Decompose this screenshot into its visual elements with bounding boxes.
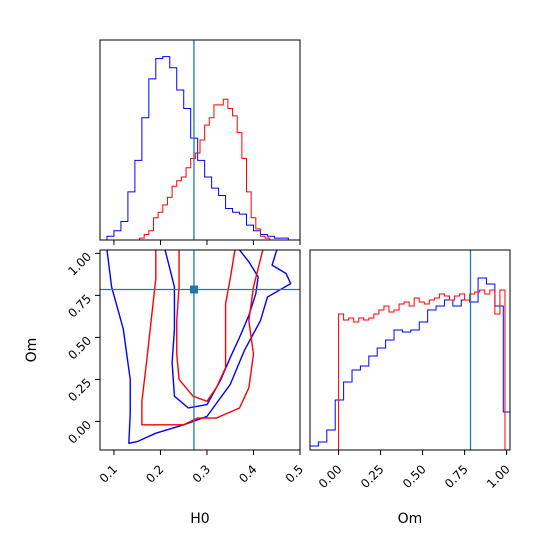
om-hist-series-0: [310, 277, 510, 450]
contour-1: [164, 250, 259, 409]
joint-x-tick-label-4: 0.5: [283, 462, 306, 485]
joint-x-axis-label: H0: [190, 511, 209, 527]
h0-marginal-panel: [99, 39, 301, 245]
joint-frame: [99, 249, 301, 451]
contour-2: [141, 250, 264, 426]
om-x-tick-label-3: 0.75: [442, 462, 471, 491]
joint-contours: [106, 250, 292, 444]
om-marginal-frame: [309, 249, 511, 451]
joint-y-ticks: 0.00 0.25 0.50 0.75 1.00: [65, 250, 100, 447]
h0-marginal-ticks: [113, 240, 301, 245]
joint-x-ticks: 0.1 0.2 0.3 0.4 0.5: [97, 450, 306, 486]
joint-y-axis-label: Om: [24, 338, 40, 363]
om-marginal-panel: 0.00 0.25 0.50 0.75 1.00 Om: [309, 249, 513, 527]
contour-0: [106, 250, 292, 444]
om-x-axis-label: Om: [398, 511, 423, 527]
joint-y-tick-label-4: 1.00: [65, 250, 94, 279]
joint-x-tick-label-3: 0.4: [236, 462, 259, 485]
joint-y-tick-label-3: 0.75: [65, 292, 94, 321]
om-hist-series-1: [338, 289, 507, 450]
joint-x-tick-label-2: 0.3: [190, 462, 213, 485]
om-x-ticks: 0.00 0.25 0.50 0.75 1.00: [316, 450, 513, 491]
om-x-tick-label-1: 0.25: [358, 462, 387, 491]
h0-hist-series-0: [100, 56, 296, 240]
h0-hist-series-1: [139, 98, 275, 240]
om-histograms: [310, 277, 510, 450]
h0-marginal-frame: [99, 39, 301, 241]
joint-y-tick-label-1: 0.25: [65, 376, 94, 405]
joint-y-tick-label-0: 0.00: [65, 418, 94, 447]
h0-histograms: [100, 56, 296, 240]
joint-y-tick-label-2: 0.50: [65, 334, 94, 363]
om-x-tick-label-4: 1.00: [484, 462, 513, 491]
joint-x-tick-label-0: 0.1: [97, 462, 120, 485]
joint-truth-marker: [189, 285, 198, 294]
contour-3: [176, 250, 236, 402]
om-x-tick-label-2: 0.50: [400, 462, 429, 491]
joint-x-tick-label-1: 0.2: [143, 462, 166, 485]
om-x-tick-label-0: 0.00: [316, 462, 345, 491]
joint-panel: 0.1 0.2 0.3 0.4 0.5 0.000.250.500.751.00 H0 …: [24, 249, 306, 527]
